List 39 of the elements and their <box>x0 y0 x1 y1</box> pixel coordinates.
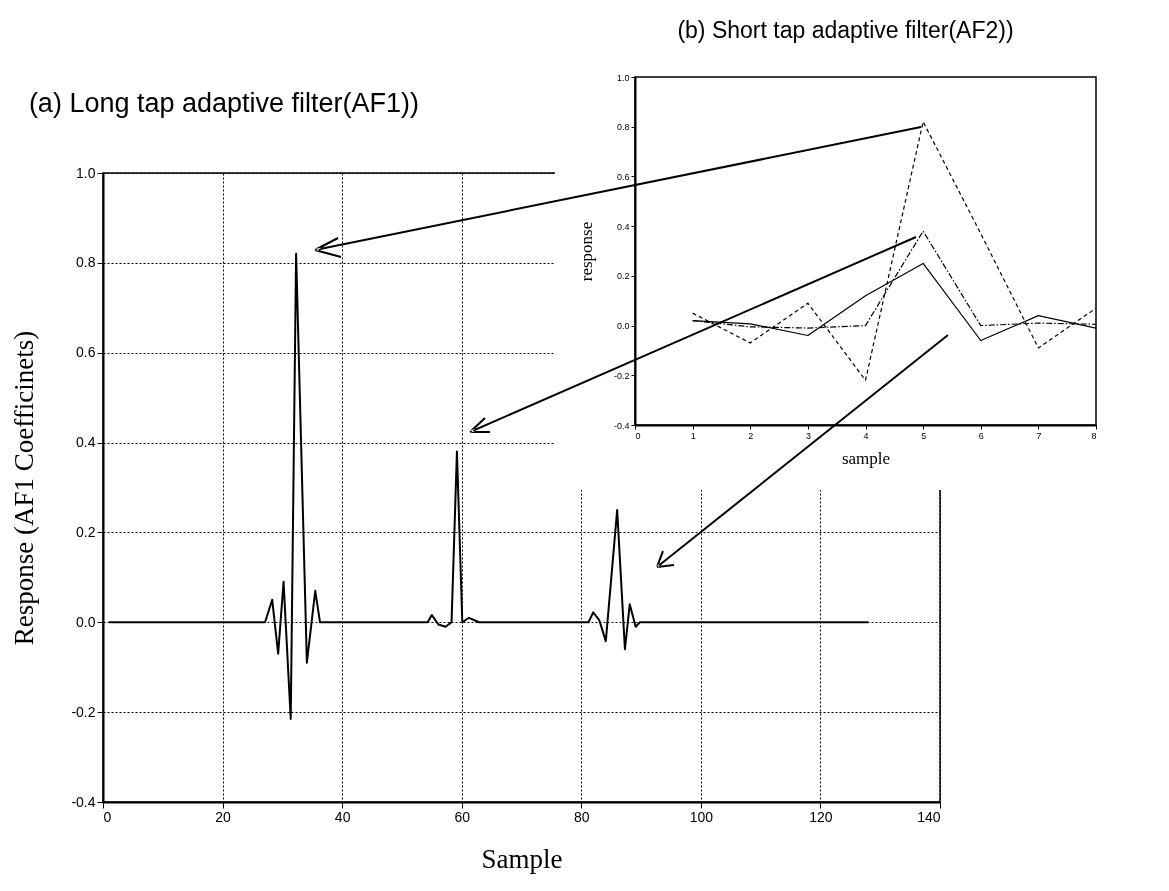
x-tick-label: 20 <box>215 808 232 825</box>
x-axis-title: sample <box>841 448 891 468</box>
x-tick-label: 3 <box>805 430 811 441</box>
y-tick-label: 0.0 <box>76 613 96 630</box>
y-tick-label: 0.4 <box>616 221 630 232</box>
x-tick-label: 0 <box>635 430 641 441</box>
y-tick-label: 0.8 <box>616 122 630 133</box>
y-tick-label: 0.0 <box>616 321 630 332</box>
y-tick-label: -0.4 <box>71 793 96 810</box>
y-tick-label: -0.2 <box>613 370 630 381</box>
y-tick-label: 1.0 <box>616 72 630 83</box>
x-tick-label: 100 <box>689 808 714 825</box>
y-axis-title: Response (AF1 Coefficinets) <box>9 330 40 646</box>
x-tick-label: 4 <box>863 430 869 441</box>
chart-title: (a) Long tap adaptive filter(AF1)) <box>28 88 420 118</box>
x-tick-label: 120 <box>809 808 833 825</box>
x-axis-title: Sample <box>481 843 563 874</box>
x-tick-label: 7 <box>1036 430 1042 441</box>
x-tick-label: 2 <box>748 430 754 441</box>
y-tick-label: -0.4 <box>613 420 630 431</box>
y-tick-label: 0.2 <box>76 523 96 540</box>
y-axis-title: response <box>576 221 596 282</box>
x-tick-label: 1 <box>690 430 696 441</box>
y-tick-label: 0.6 <box>616 171 630 182</box>
x-tick-label: 140 <box>917 808 941 825</box>
x-tick-label: 5 <box>921 430 927 441</box>
x-tick-label: 60 <box>454 808 471 825</box>
y-tick-label: 1.0 <box>76 164 96 181</box>
y-tick-label: -0.2 <box>71 703 96 720</box>
x-tick-label: 8 <box>1091 430 1097 441</box>
chart-title: (b) Short tap adaptive filter(AF2)) <box>677 17 1014 43</box>
x-tick-label: 6 <box>978 430 984 441</box>
y-tick-label: 0.6 <box>76 344 96 361</box>
y-tick-label: 0.4 <box>76 434 96 451</box>
x-tick-label: 0 <box>103 808 112 825</box>
x-tick-label: 40 <box>334 808 351 825</box>
x-tick-label: 80 <box>574 808 590 825</box>
y-tick-label: 0.2 <box>616 271 630 282</box>
y-tick-label: 0.8 <box>76 254 96 271</box>
